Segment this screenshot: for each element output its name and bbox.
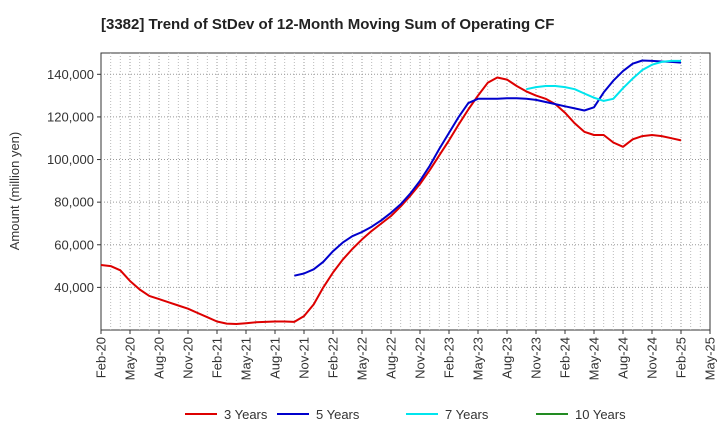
x-tick-label: Nov-21: [297, 337, 312, 379]
x-tick-label: May-25: [703, 337, 718, 380]
x-tick-label: Feb-23: [442, 337, 457, 378]
y-tick-label: 100,000: [47, 152, 94, 167]
x-tick-label: May-23: [471, 337, 486, 380]
x-tick-label: Aug-24: [616, 337, 631, 379]
y-tick-label: 120,000: [47, 109, 94, 124]
x-tick-label: May-21: [239, 337, 254, 380]
series-line-7-years: [526, 59, 681, 102]
x-tick-label: Aug-23: [500, 337, 515, 379]
x-tick-label: Feb-21: [210, 337, 225, 378]
x-tick-label: Feb-22: [326, 337, 341, 378]
x-tick-label: Aug-21: [268, 337, 283, 379]
y-tick-label: 40,000: [54, 280, 94, 295]
grid-lines: [101, 53, 710, 330]
y-axis-ticks: 40,000 60,000 80,000 100,000 120,000 140,000: [47, 67, 101, 295]
x-tick-label: May-24: [587, 337, 602, 380]
x-tick-label: May-20: [123, 337, 138, 380]
y-tick-label: 140,000: [47, 67, 94, 82]
chart-title: [3382] Trend of StDev of 12-Month Moving…: [101, 16, 554, 33]
x-tick-label: Nov-24: [645, 337, 660, 379]
y-axis-label: Amount (million yen): [7, 132, 22, 251]
series-line-5-years: [294, 59, 682, 277]
x-tick-label: Aug-22: [384, 337, 399, 379]
x-tick-label: May-22: [355, 337, 370, 380]
x-tick-label: Feb-24: [558, 337, 573, 378]
x-tick-label: Nov-20: [181, 337, 196, 379]
x-tick-label: Aug-20: [152, 337, 167, 379]
legend-label: 5 Years: [316, 407, 360, 422]
series-layer: [100, 59, 682, 325]
x-axis-ticks: Feb-20 May-20 Aug-20 Nov-20 Feb-21 May-21 Aug-…: [94, 330, 718, 380]
plot-area: [100, 52, 711, 331]
legend-label: 7 Years: [445, 407, 489, 422]
legend: 3 Years 5 Years 7 Years 10 Years: [185, 407, 626, 422]
x-tick-label: Feb-20: [94, 337, 109, 378]
x-tick-label: Nov-22: [413, 337, 428, 379]
x-tick-label: Nov-23: [529, 337, 544, 379]
legend-label: 10 Years: [575, 407, 626, 422]
y-tick-label: 80,000: [54, 195, 94, 210]
x-tick-label: Feb-25: [674, 337, 689, 378]
legend-label: 3 Years: [224, 407, 268, 422]
series-line-3-years: [100, 76, 682, 325]
y-tick-label: 60,000: [54, 237, 94, 252]
